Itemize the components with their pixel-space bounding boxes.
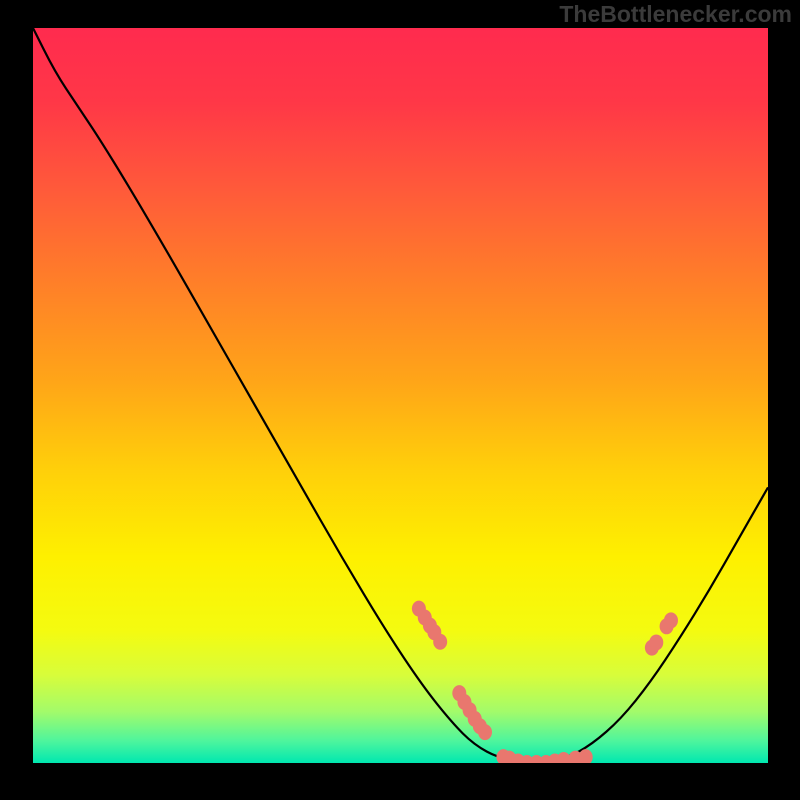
- bottleneck-chart: TheBottlenecker.com: [0, 0, 800, 800]
- curve-marker: [649, 634, 663, 650]
- curve-marker: [478, 724, 492, 740]
- curve-marker: [433, 634, 447, 650]
- watermark-text: TheBottlenecker.com: [559, 1, 792, 27]
- curve-marker: [664, 612, 678, 628]
- curve-marker: [579, 749, 593, 765]
